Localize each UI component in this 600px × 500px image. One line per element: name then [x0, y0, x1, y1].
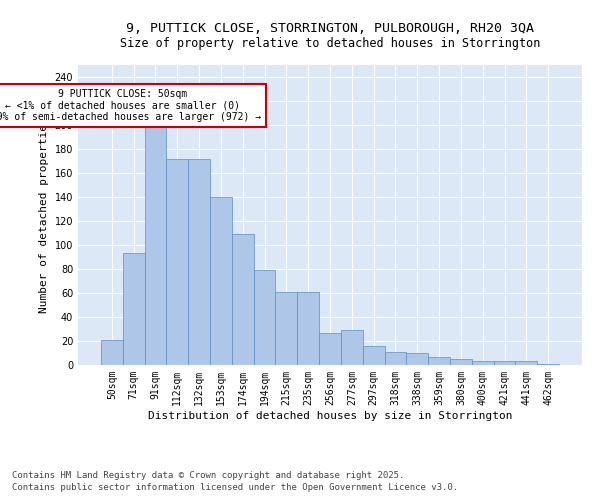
Bar — [123, 254, 145, 365]
Bar — [232, 234, 254, 365]
Bar — [254, 270, 275, 365]
X-axis label: Distribution of detached houses by size in Storrington: Distribution of detached houses by size … — [148, 410, 512, 420]
Bar — [363, 346, 385, 365]
Bar — [515, 362, 537, 365]
Bar — [188, 158, 210, 365]
Bar — [494, 362, 515, 365]
Text: Contains HM Land Registry data © Crown copyright and database right 2025.: Contains HM Land Registry data © Crown c… — [12, 471, 404, 480]
Bar — [406, 353, 428, 365]
Bar — [537, 364, 559, 365]
Bar — [385, 352, 406, 365]
Y-axis label: Number of detached properties: Number of detached properties — [39, 117, 49, 313]
Bar — [450, 359, 472, 365]
Bar — [166, 158, 188, 365]
Bar — [210, 197, 232, 365]
Bar — [341, 330, 363, 365]
Text: Size of property relative to detached houses in Storrington: Size of property relative to detached ho… — [120, 38, 540, 51]
Bar — [428, 356, 450, 365]
Bar — [472, 362, 494, 365]
Text: 9, PUTTICK CLOSE, STORRINGTON, PULBOROUGH, RH20 3QA: 9, PUTTICK CLOSE, STORRINGTON, PULBOROUG… — [126, 22, 534, 36]
Text: 9 PUTTICK CLOSE: 50sqm
← <1% of detached houses are smaller (0)
>99% of semi-det: 9 PUTTICK CLOSE: 50sqm ← <1% of detached… — [0, 89, 261, 122]
Bar — [319, 332, 341, 365]
Bar — [145, 124, 166, 365]
Bar — [101, 340, 123, 365]
Bar — [297, 292, 319, 365]
Text: Contains public sector information licensed under the Open Government Licence v3: Contains public sector information licen… — [12, 484, 458, 492]
Bar — [275, 292, 297, 365]
